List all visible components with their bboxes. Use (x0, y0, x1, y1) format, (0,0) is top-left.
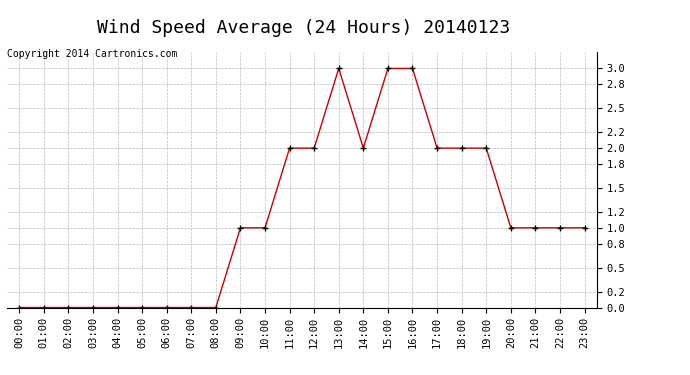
Text: Wind  (mph): Wind (mph) (601, 40, 665, 50)
Text: Copyright 2014 Cartronics.com: Copyright 2014 Cartronics.com (7, 49, 177, 59)
Text: Wind Speed Average (24 Hours) 20140123: Wind Speed Average (24 Hours) 20140123 (97, 19, 510, 37)
